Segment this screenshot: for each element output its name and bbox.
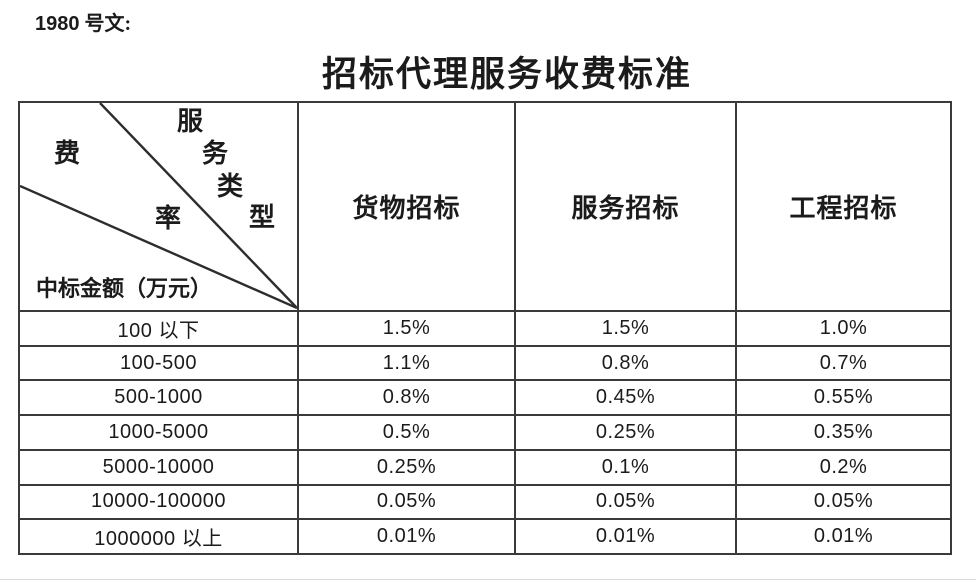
cell-value: 1.0% bbox=[737, 310, 950, 345]
page-title: 招标代理服务收费标准 bbox=[321, 55, 692, 94]
doc-number: 1980 bbox=[35, 13, 80, 35]
column-header-works: 工程招标 bbox=[789, 194, 898, 223]
cell-value: 0.2% bbox=[737, 448, 950, 484]
cell-value: 0.45% bbox=[516, 379, 737, 415]
fee-standard-table: 费 率 服 务 类 型 中标金额（万元） 货物招标 服务招标 工程招标 100 … bbox=[18, 101, 952, 555]
doc-number-label: 1980 号文: bbox=[35, 7, 131, 36]
column-header-services: 服务招标 bbox=[516, 103, 737, 310]
cell-value: 0.35% bbox=[737, 414, 950, 449]
cell-value: 0.05% bbox=[299, 483, 516, 519]
cell-value: 0.8% bbox=[299, 379, 516, 415]
row-range: 1000-5000 bbox=[20, 414, 299, 449]
row-range: 1000000 以上 bbox=[20, 518, 299, 553]
cell-value: 0.05% bbox=[737, 483, 950, 519]
corner-servicetype-char-4: 型 bbox=[249, 203, 276, 232]
column-header-goods: 货物招标 bbox=[299, 103, 516, 310]
corner-servicetype-char-1: 服 bbox=[177, 107, 204, 136]
cell-value: 0.01% bbox=[737, 518, 950, 553]
corner-fee-char: 费 bbox=[54, 139, 81, 168]
cell-value: 0.8% bbox=[516, 344, 737, 380]
row-range: 5000-10000 bbox=[20, 448, 299, 484]
cell-value: 0.25% bbox=[516, 414, 737, 449]
cell-value: 0.25% bbox=[299, 448, 516, 484]
cell-value: 0.01% bbox=[299, 518, 516, 553]
diagonal-lines bbox=[20, 103, 297, 310]
cell-value: 0.05% bbox=[516, 483, 737, 519]
table-corner-cell: 费 率 服 务 类 型 中标金额（万元） bbox=[20, 103, 299, 310]
cell-value: 0.1% bbox=[516, 448, 737, 484]
page-bottom-edge bbox=[0, 579, 976, 580]
cell-value: 1.1% bbox=[299, 344, 516, 380]
corner-servicetype-char-2: 务 bbox=[202, 139, 229, 168]
corner-rate-char: 率 bbox=[155, 204, 182, 233]
corner-amount-label: 中标金额（万元） bbox=[36, 276, 213, 301]
cell-value: 0.55% bbox=[737, 379, 950, 414]
doc-number-suffix: 号文: bbox=[84, 13, 132, 35]
cell-value: 0.01% bbox=[516, 518, 737, 553]
cell-value: 1.5% bbox=[299, 310, 516, 345]
cell-value: 0.5% bbox=[299, 414, 516, 449]
row-range: 100-500 bbox=[20, 344, 299, 380]
row-range: 10000-100000 bbox=[20, 483, 299, 519]
row-range: 100 以下 bbox=[20, 310, 299, 345]
cell-value: 1.5% bbox=[516, 310, 737, 345]
corner-servicetype-char-3: 类 bbox=[217, 172, 244, 201]
cell-value: 0.7% bbox=[737, 344, 950, 380]
row-range: 500-1000 bbox=[20, 379, 299, 415]
